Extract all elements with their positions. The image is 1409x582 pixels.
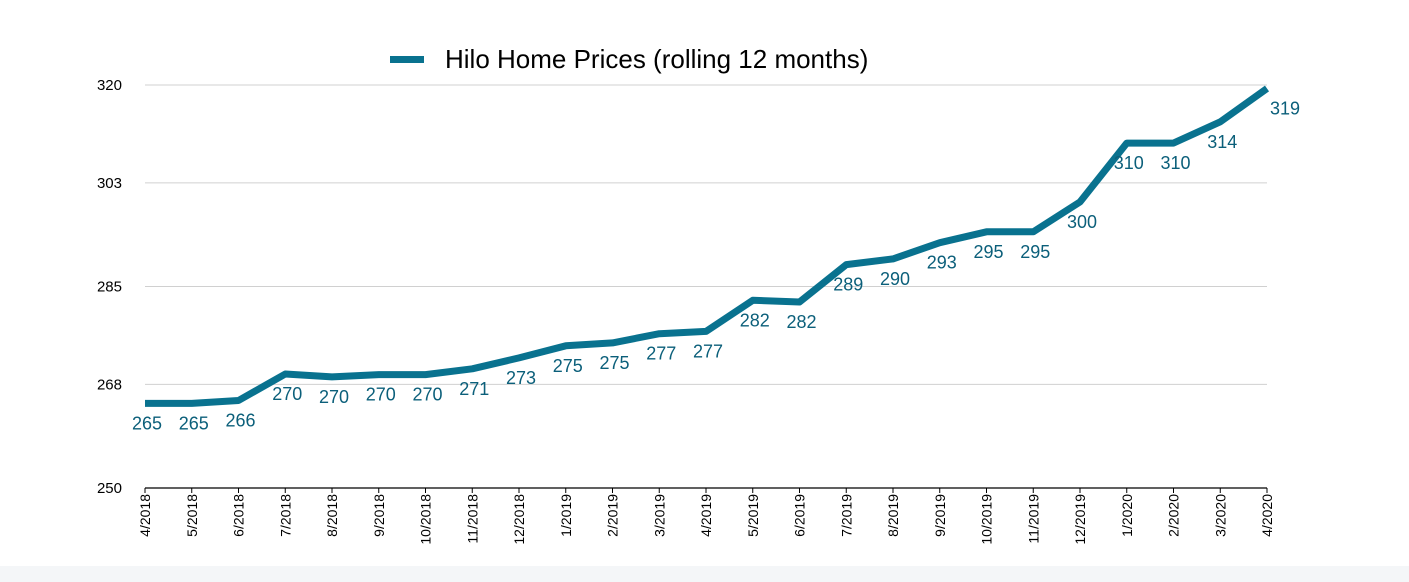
data-label: 277 [693,341,723,361]
legend-label: Hilo Home Prices (rolling 12 months) [445,44,868,74]
data-label: 319 [1270,98,1300,118]
x-tick-label: 3/2019 [651,494,667,537]
data-label: 266 [225,410,255,430]
x-tick-label: 1/2020 [1119,494,1135,537]
data-label: 271 [459,379,489,399]
x-tick-label: 7/2018 [277,494,293,537]
y-tick-label: 285 [97,279,122,296]
chart-area: 250 268 285 303 320 4/2018 5/2018 6/2018 7/2018… [97,44,1300,545]
data-label: 310 [1160,153,1190,173]
x-tick-label: 6/2018 [231,494,247,537]
x-tick-label: 3/2020 [1212,494,1228,537]
y-tick-label: 268 [97,376,122,393]
x-tick-label: 9/2018 [371,494,387,537]
data-label: 265 [132,413,162,433]
data-label: 310 [1114,153,1144,173]
x-tick-label: 4/2018 [137,494,153,537]
data-label: 275 [553,356,583,376]
data-label: 270 [319,387,349,407]
data-label: 277 [646,344,676,364]
x-tick-label: 6/2019 [792,494,808,537]
x-tick-label: 12/2019 [1072,494,1088,545]
y-tick-label: 303 [97,175,122,192]
x-tick-label: 5/2018 [184,494,200,537]
data-label: 275 [599,353,629,373]
x-tick-label: 10/2019 [979,494,995,545]
data-label: 265 [179,413,209,433]
data-label: 273 [506,368,536,388]
data-label: 300 [1067,212,1097,232]
x-tick-label: 10/2018 [418,494,434,545]
data-label: 293 [927,253,957,273]
legend: Hilo Home Prices (rolling 12 months) [390,44,868,74]
x-tick-label: 2/2020 [1166,494,1182,537]
x-tick-label: 8/2018 [324,494,340,537]
data-label: 295 [1020,242,1050,262]
bottom-strip [0,566,1409,582]
x-tick-label: 8/2019 [885,494,901,537]
x-tick-label: 2/2019 [605,494,621,537]
data-label: 270 [366,385,396,405]
gridlines [145,84,1267,489]
y-tick-label: 320 [97,77,122,94]
x-tick-label: 9/2019 [932,494,948,537]
series-layer [145,85,1270,407]
x-tick-label: 11/2018 [464,494,480,544]
x-tick-label: 7/2019 [838,494,854,537]
x-tick-label: 4/2020 [1259,494,1275,537]
series-line [145,85,1270,407]
data-label: 314 [1207,132,1237,152]
data-label: 282 [740,310,770,330]
y-tick-label: 250 [97,480,122,497]
line-chart: 250 268 285 303 320 4/2018 5/2018 6/2018 7/2018… [97,44,1300,545]
x-tick-label: 12/2018 [511,494,527,545]
legend-swatch [390,56,424,63]
x-tick-label: 4/2019 [698,494,714,537]
x-tick-label: 5/2019 [745,494,761,537]
data-label: 295 [973,242,1003,262]
data-label: 270 [412,385,442,405]
data-label: 290 [880,269,910,289]
x-axis-ticks: 4/2018 5/2018 6/2018 7/2018 8/2018 9/2018 10/2… [137,488,1275,545]
x-tick-label: 11/2019 [1025,494,1041,544]
data-label: 270 [272,384,302,404]
data-labels: 265 265 266 270 270 270 270 271 273 275 275 277 277 2… [132,98,1300,433]
y-axis-ticks: 250 268 285 303 320 [97,77,122,497]
x-tick-label: 1/2019 [558,494,574,537]
data-label: 289 [833,275,863,295]
data-label: 282 [786,312,816,332]
